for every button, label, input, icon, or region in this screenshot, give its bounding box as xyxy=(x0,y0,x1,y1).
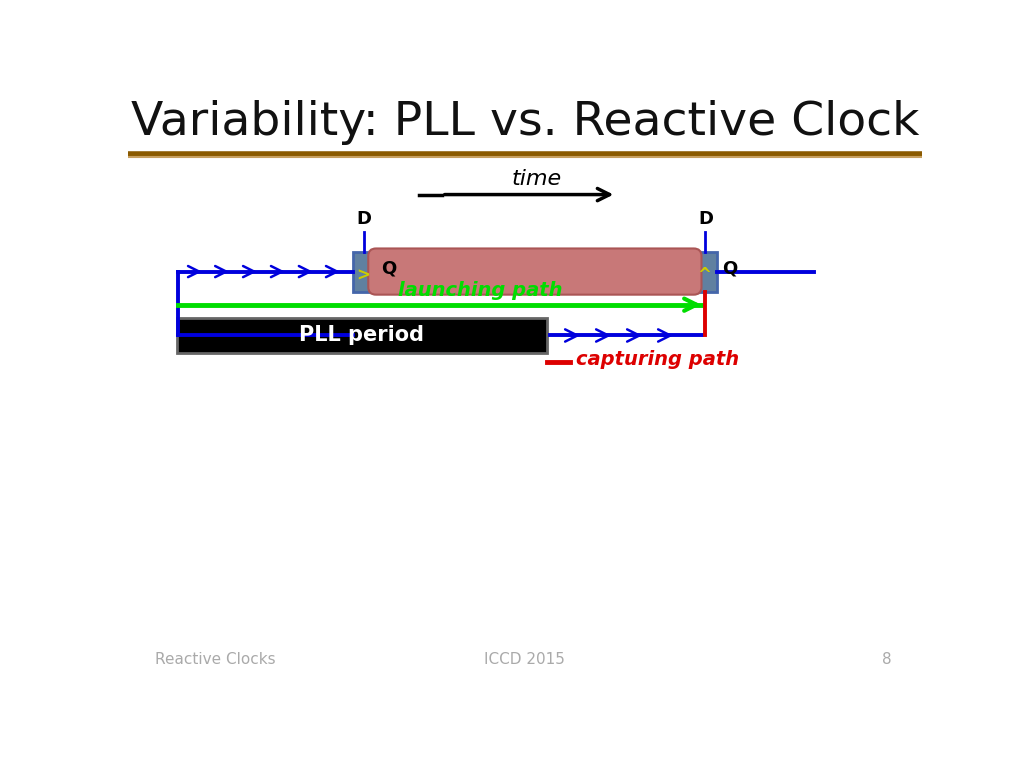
Text: 8: 8 xyxy=(882,651,891,667)
Text: D: D xyxy=(698,210,713,228)
Text: ICCD 2015: ICCD 2015 xyxy=(484,651,565,667)
Text: PLL period: PLL period xyxy=(299,326,424,346)
Text: >: > xyxy=(355,266,370,284)
Text: Q: Q xyxy=(722,260,737,277)
Text: Reactive Clocks: Reactive Clocks xyxy=(155,651,275,667)
Text: Q: Q xyxy=(381,260,396,277)
Text: D: D xyxy=(357,210,372,228)
FancyBboxPatch shape xyxy=(177,318,547,353)
FancyBboxPatch shape xyxy=(369,249,701,295)
Text: capturing path: capturing path xyxy=(575,350,739,369)
FancyBboxPatch shape xyxy=(693,252,717,292)
Text: ^: ^ xyxy=(697,266,711,284)
FancyBboxPatch shape xyxy=(352,252,376,292)
Text: time: time xyxy=(512,169,562,189)
Text: Variability: PLL vs. Reactive Clock: Variability: PLL vs. Reactive Clock xyxy=(131,101,919,145)
Text: launching path: launching path xyxy=(398,281,563,300)
